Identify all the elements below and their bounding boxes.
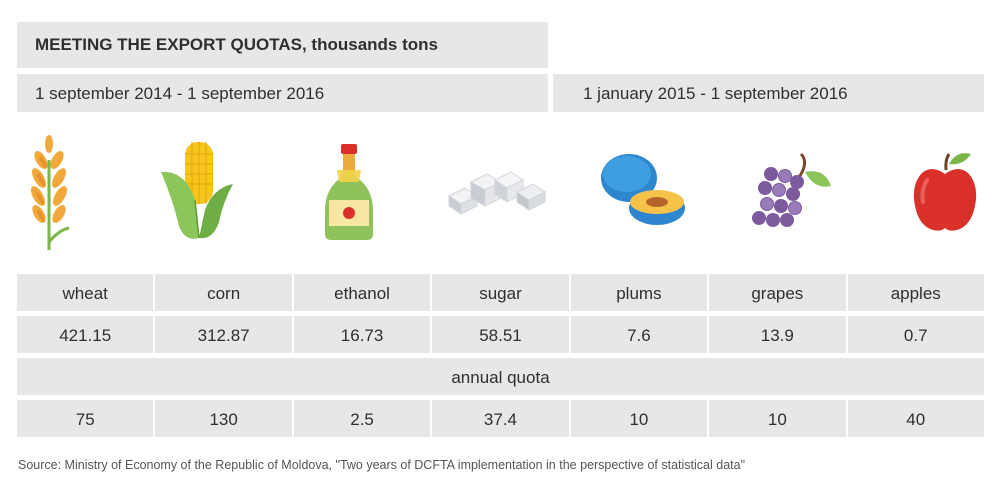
quota-value: 75 [17,400,154,437]
quota-value: 37.4 [432,400,569,437]
quota-value: 10 [570,400,708,437]
apple-icon [845,130,982,255]
category-label: ethanol [293,274,431,311]
category-label: plums [570,274,708,311]
quota-value: 10 [709,400,846,437]
export-value: 58.51 [432,316,569,353]
product-icons [17,130,984,255]
category-label: wheat [17,274,154,311]
chart-title: MEETING THE EXPORT QUOTAS, thousands ton… [17,22,548,68]
plum-icon [569,130,706,255]
export-value: 0.7 [847,316,984,353]
source-note: Source: Ministry of Economy of the Repub… [18,458,746,472]
export-value: 421.15 [17,316,154,353]
corn-icon [155,130,292,255]
period-label-1: 1 september 2014 - 1 september 2016 [17,74,548,112]
export-value: 7.6 [570,316,708,353]
grapes-icon [707,130,844,255]
category-label: sugar [432,274,569,311]
quota-value: 40 [847,400,984,437]
annual-quota-label: annual quota [17,358,984,395]
sugar-cubes-icon [431,130,568,255]
category-label: apples [847,274,984,311]
ethanol-bottle-icon [293,130,430,255]
wheat-icon [17,130,154,255]
period-label-2: 1 january 2015 - 1 september 2016 [553,74,984,112]
quota-value: 130 [155,400,292,437]
quota-value: 2.5 [293,400,431,437]
annual-quota-row: 75 130 2.5 37.4 10 10 40 [17,400,984,437]
category-row: wheat corn ethanol sugar plums grapes ap… [17,274,984,311]
category-label: corn [155,274,292,311]
category-label: grapes [709,274,846,311]
export-value: 16.73 [293,316,431,353]
export-value: 13.9 [709,316,846,353]
export-value: 312.87 [155,316,292,353]
export-values-row: 421.15 312.87 16.73 58.51 7.6 13.9 0.7 [17,316,984,353]
